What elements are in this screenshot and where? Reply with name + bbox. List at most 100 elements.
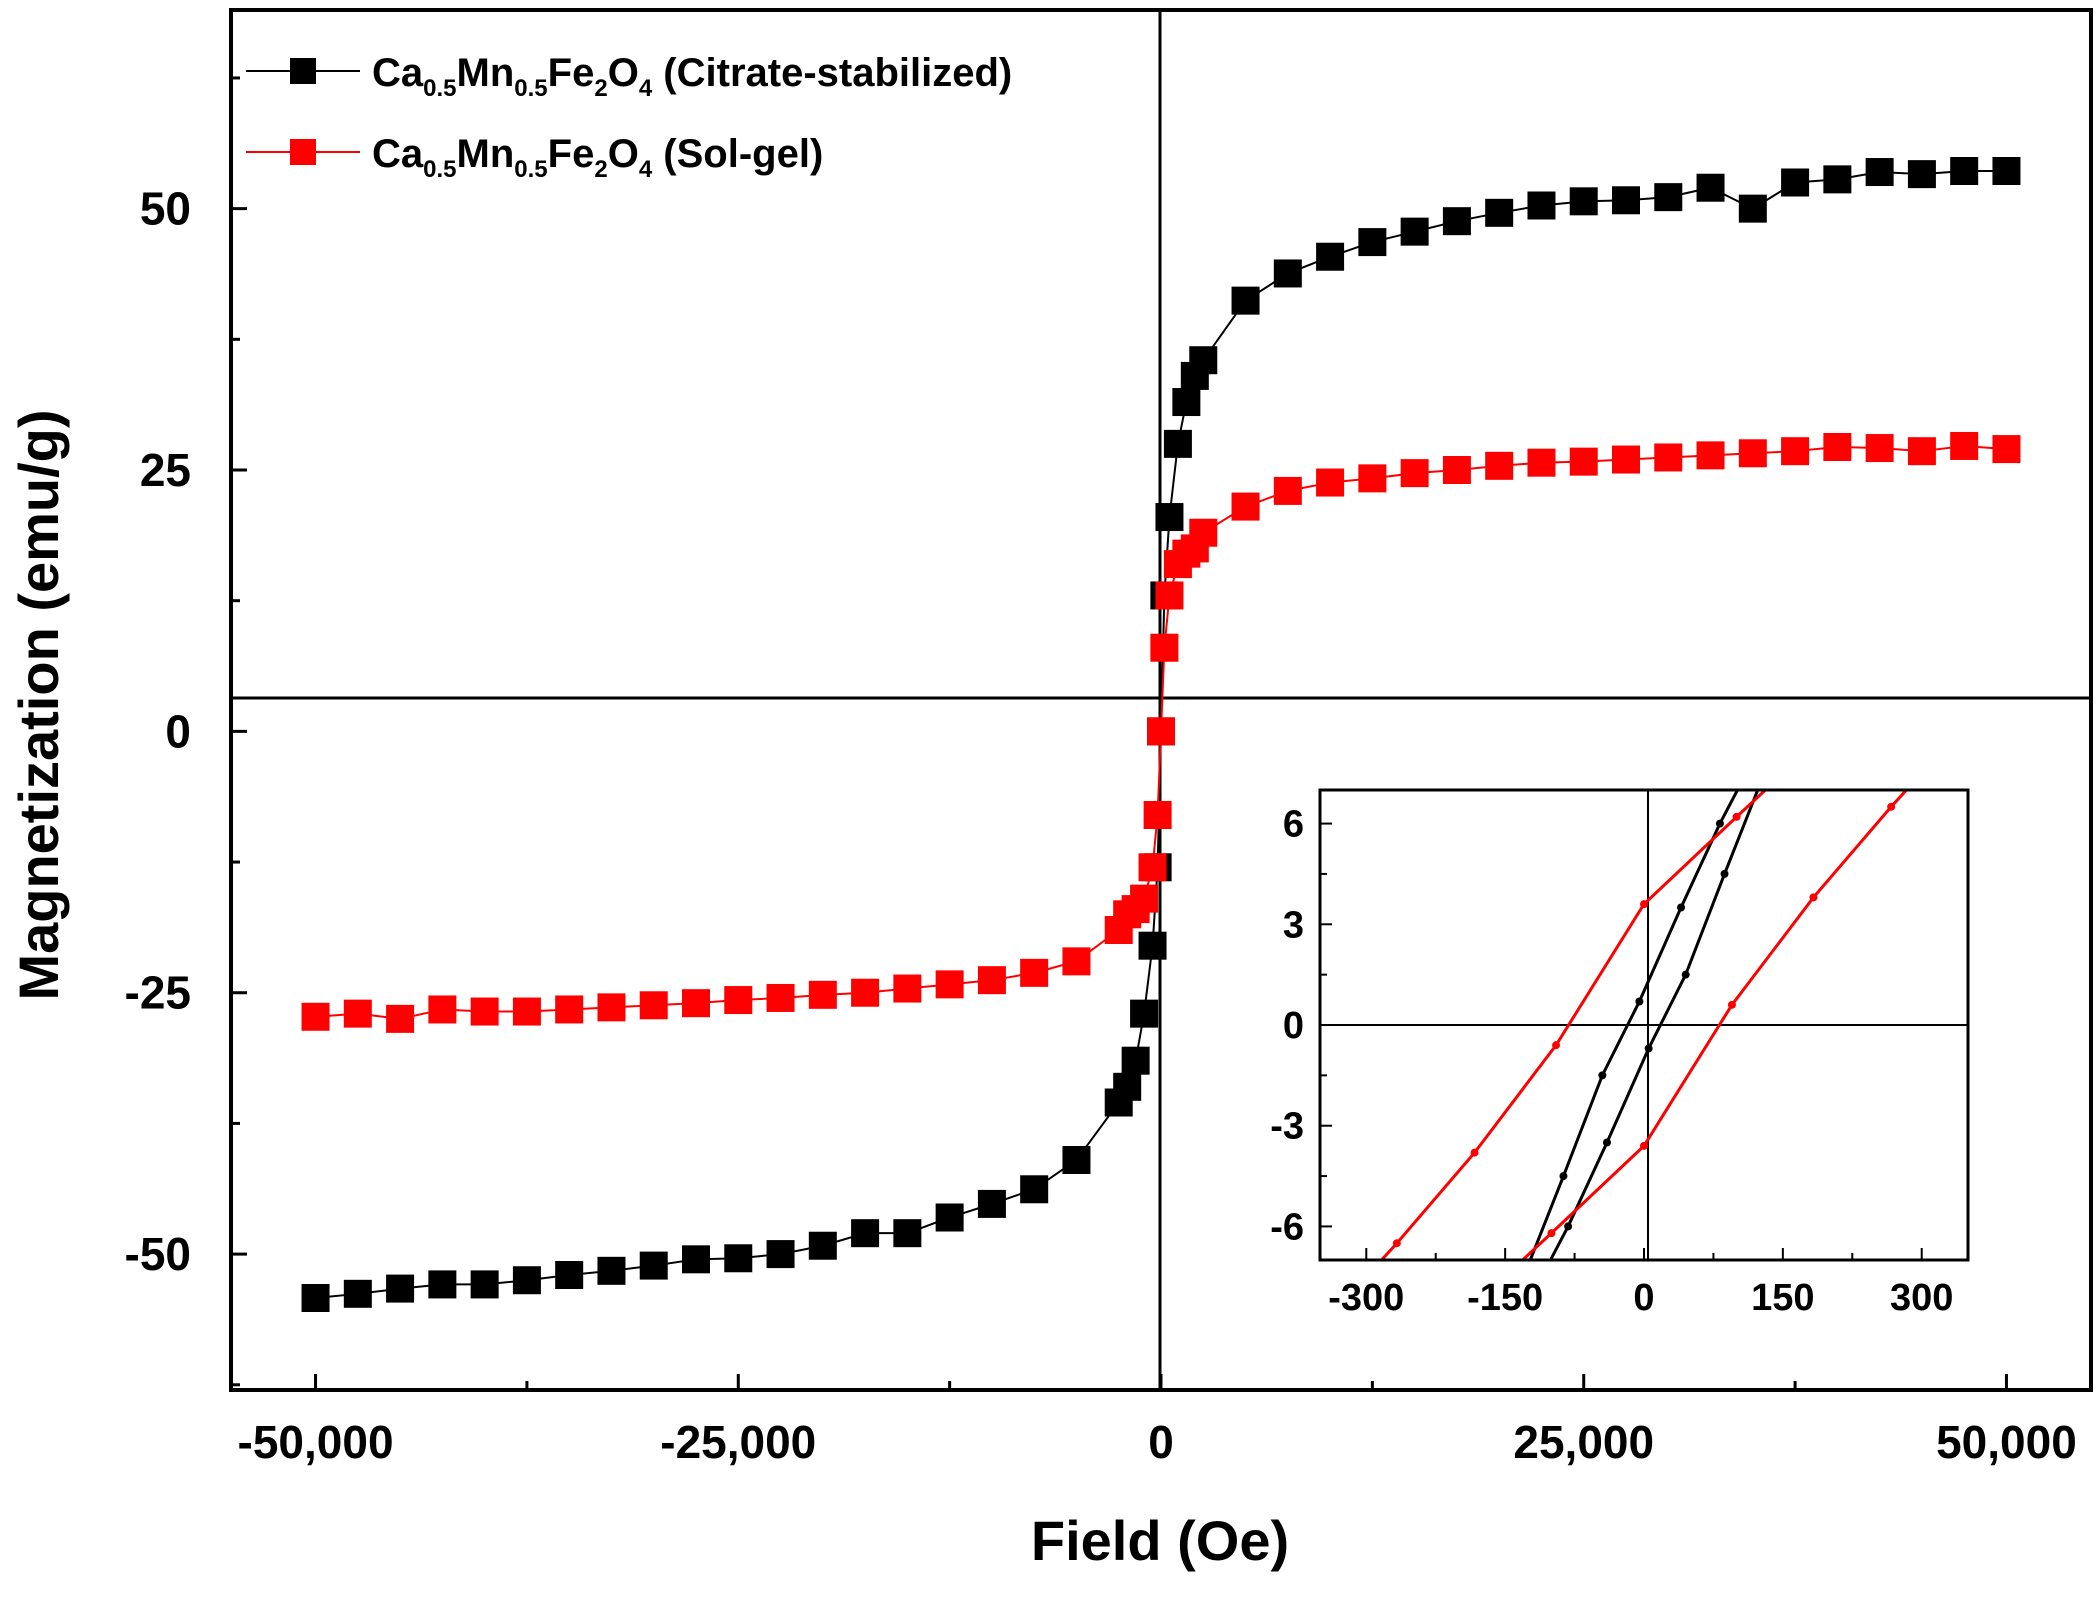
inset-point-sol-gel-descending [1887,802,1896,811]
inset-chart: -300 -150 0 150 300 -6 -3 0 3 6 [1270,788,1970,1319]
data-point-citrate-stabilized [1113,1072,1142,1101]
data-point-sol-gel [724,986,753,1015]
y-tick-label: 0 [165,705,191,757]
data-point-citrate-stabilized [1121,1046,1150,1075]
data-point-citrate-stabilized [766,1240,795,1269]
legend-label-sol-gel: Ca0.5Mn0.5Fe2O4 (Sol-gel) [372,132,823,183]
data-point-sol-gel [1527,448,1556,477]
data-point-citrate-stabilized [724,1244,753,1273]
data-point-citrate-stabilized [1130,999,1159,1028]
inset-x-tick-label: 0 [1633,1277,1654,1319]
inset-x-tick-label: -150 [1467,1277,1543,1319]
inset-point-sol-gel-ascending [1552,1041,1561,1050]
main-axis-ticks [231,76,2008,1390]
y-tick-label: 25 [140,444,191,496]
data-point-sol-gel [597,993,626,1022]
data-point-citrate-stabilized [1189,346,1218,375]
data-point-citrate-stabilized [343,1279,372,1308]
inset-point-sol-gel-ascending [1732,812,1741,821]
inset-point-citrate-stabilized-ascending [1635,997,1644,1006]
inset-point-sol-gel-descending [1547,1229,1556,1238]
legend-label-citrate-stabilized: Ca0.5Mn0.5Fe2O4 (Citrate-stabilized) [372,51,1012,102]
x-tick-label: 0 [1148,1416,1174,1468]
series-sol-gel [301,431,2021,1033]
x-tick-label: -25,000 [660,1416,816,1468]
data-point-citrate-stabilized [597,1256,626,1285]
data-point-sol-gel [1155,581,1184,610]
data-point-sol-gel [301,1002,330,1031]
data-point-citrate-stabilized [1138,931,1167,960]
inset-point-citrate-stabilized-descending [1564,1222,1573,1231]
data-point-citrate-stabilized [386,1274,415,1303]
data-point-citrate-stabilized [1163,429,1192,458]
legend-item-sol-gel: Ca0.5Mn0.5Fe2O4 (Sol-gel) [246,132,823,183]
data-point-citrate-stabilized [1950,157,1979,185]
data-point-sol-gel [1138,853,1167,882]
data-point-sol-gel [1485,451,1514,480]
data-point-citrate-stabilized [1442,207,1471,236]
inset-series [1379,790,1909,1260]
data-point-sol-gel [1358,464,1387,493]
data-point-sol-gel [1316,468,1345,497]
data-point-citrate-stabilized [1612,186,1640,215]
inset-point-citrate-stabilized-descending [1644,1044,1653,1053]
inset-point-sol-gel-descending [1640,1141,1648,1150]
data-point-citrate-stabilized [512,1266,541,1295]
data-point-citrate-stabilized [555,1261,584,1289]
data-point-sol-gel [555,995,584,1024]
data-point-citrate-stabilized [1172,388,1201,417]
data-point-sol-gel [893,974,922,1003]
data-point-sol-gel [808,980,837,1009]
legend: Ca0.5Mn0.5Fe2O4 (Citrate-stabilized) Ca0… [246,51,1012,183]
data-point-sol-gel [1865,434,1894,463]
data-point-citrate-stabilized [977,1189,1006,1218]
inset-point-citrate-stabilized-ascending [1715,819,1724,828]
inset-y-tick-label: 0 [1283,1005,1304,1047]
data-point-sol-gel [1442,456,1471,484]
data-point-sol-gel [1781,437,1810,466]
legend-marker-sol-gel [290,139,316,165]
data-point-sol-gel [1612,445,1640,474]
data-point-citrate-stabilized [1062,1146,1091,1174]
main-axis-tick-labels: -50,000 -25,000 0 25,000 50,000 -50 -25 0 25 50 [125,183,2077,1468]
legend-item-citrate-stabilized: Ca0.5Mn0.5Fe2O4 (Citrate-stabilized) [246,51,1012,102]
data-point-citrate-stabilized [893,1219,922,1248]
data-point-sol-gel [1950,431,1979,460]
data-point-citrate-stabilized [1865,158,1894,187]
data-point-sol-gel [512,997,541,1026]
data-point-citrate-stabilized [1569,187,1598,216]
data-point-citrate-stabilized [1358,228,1387,257]
data-point-citrate-stabilized [1781,168,1810,197]
inset-point-citrate-stabilized-descending [1720,869,1729,878]
inset-x-tick-label: 300 [1890,1277,1953,1319]
inset-point-citrate-stabilized-ascending [1677,903,1686,912]
inset-point-sol-gel-descending [1727,1000,1736,1009]
data-point-citrate-stabilized [1400,217,1429,246]
data-point-citrate-stabilized [1738,194,1767,223]
data-point-citrate-stabilized [639,1251,668,1280]
y-tick-label: 50 [140,183,191,235]
data-point-citrate-stabilized [1992,157,2021,185]
inset-point-citrate-stabilized-ascending [1559,1172,1568,1181]
data-point-sol-gel [1150,633,1179,662]
data-point-citrate-stabilized [1527,191,1556,220]
data-point-sol-gel [343,999,372,1028]
inset-point-sol-gel-ascending [1392,1239,1401,1248]
data-point-sol-gel [1738,439,1767,468]
y-tick-label: -50 [125,1228,191,1280]
data-point-sol-gel [1189,518,1218,547]
data-point-citrate-stabilized [935,1203,964,1232]
data-point-citrate-stabilized [1654,183,1683,212]
data-point-sol-gel [766,983,795,1012]
data-point-sol-gel [1907,437,1936,466]
data-point-citrate-stabilized [1907,160,1936,189]
data-point-citrate-stabilized [470,1270,499,1299]
x-tick-label: 25,000 [1513,1416,1654,1468]
data-point-citrate-stabilized [1231,286,1260,315]
inset-y-tick-label: 3 [1283,904,1304,946]
data-point-sol-gel [1020,958,1049,987]
inset-point-sol-gel-ascending [1470,1148,1479,1157]
data-point-citrate-stabilized [808,1231,837,1260]
data-point-sol-gel [1143,801,1172,829]
